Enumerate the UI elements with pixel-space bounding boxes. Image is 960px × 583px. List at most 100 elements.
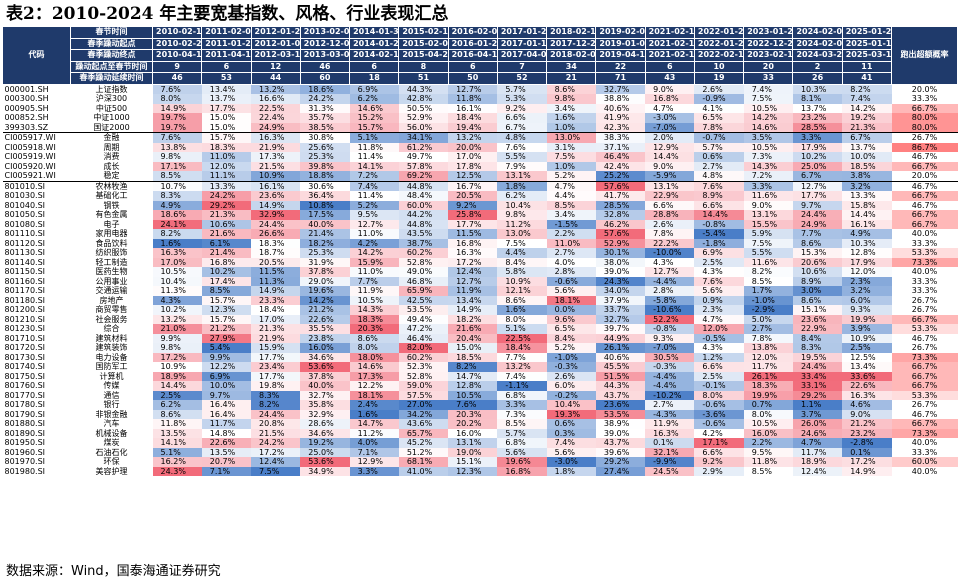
index-name: 商贸零售	[95, 305, 128, 314]
return-cell: 23.2%	[842, 428, 892, 438]
header-cell: 2012-01-20	[250, 26, 301, 39]
header-cell: 2011-04-18	[201, 49, 252, 62]
table-row: 801730.SI 电力设备 17.2% 9.9% 17.7% 34.6% 18.0% 60.…	[3, 352, 958, 362]
header-cell: 44	[250, 72, 301, 85]
header-cell: 7	[496, 60, 548, 73]
return-cell: 19.7%	[152, 122, 202, 133]
index-code: 801730.SI	[4, 352, 46, 362]
return-cell: 14.2%	[743, 113, 793, 123]
return-cell: 6.0%	[546, 381, 596, 391]
table-row: 801970.SI 环保 16.2% 20.7% 12.4% 53.6% 12.9% 68.1…	[3, 457, 958, 467]
excess-probability-cell: 40.0%	[891, 466, 958, 476]
return-cell: 2.2%	[546, 229, 596, 239]
return-cell: 6.6%	[694, 447, 744, 457]
return-cell: 15.0%	[201, 122, 252, 133]
return-cell: 7.8%	[645, 229, 695, 239]
return-cell: -0.7%	[694, 132, 744, 143]
return-cell: 12.9%	[645, 142, 695, 152]
return-cell: 50.5%	[398, 103, 449, 113]
return-cell: 31.9%	[300, 257, 350, 267]
header-cell: 8	[398, 60, 449, 73]
return-cell: 0.9%	[694, 295, 744, 305]
index-code: 801950.SI	[4, 438, 46, 447]
return-cell: 20.3%	[349, 324, 399, 334]
table-row: 801950.SI 煤炭 14.1% 22.6% 24.2% 19.2% 4.0% 45.2%…	[3, 438, 958, 448]
return-cell: 6.8%	[497, 438, 547, 448]
return-cell: 18.5%	[842, 161, 892, 171]
return-cell: 2.5%	[152, 390, 202, 400]
header-cell: 2011-02-02	[201, 26, 252, 39]
return-cell: 16.6%	[251, 94, 301, 104]
return-cell: 14.9%	[251, 286, 301, 296]
return-cell: 12.0%	[201, 161, 252, 171]
excess-probability-cell: 40.0%	[891, 229, 958, 239]
return-cell: 11.7%	[792, 447, 843, 457]
return-cell: 7.6%	[694, 276, 744, 286]
return-cell: 33.1%	[792, 381, 843, 391]
index-name: 机械设备	[95, 428, 128, 438]
excess-probability-cell: 73.3%	[891, 257, 958, 267]
table-row: 801230.SI 综合 21.0% 21.2% 21.3% 35.5% 20.3% 47.2…	[3, 324, 958, 334]
return-cell: 11.6%	[743, 191, 793, 201]
return-cell: 23.3%	[251, 295, 301, 305]
return-cell: 38.0%	[595, 257, 646, 267]
return-cell: 20.5%	[448, 191, 498, 201]
header-cell: 2019-01-03	[595, 37, 646, 50]
return-cell: 14.4%	[152, 381, 202, 391]
return-cell: 39.0%	[595, 428, 646, 438]
return-cell: 7.8%	[694, 122, 744, 133]
return-cell: 42.3%	[595, 122, 646, 133]
index-name: 交通运输	[95, 286, 128, 295]
return-cell: 21.2%	[201, 324, 252, 334]
return-cell: 69.2%	[398, 171, 449, 181]
return-cell: 8.2%	[152, 229, 202, 239]
return-cell: 7.1%	[349, 447, 399, 457]
index-code: 801200.SI	[4, 305, 46, 314]
header-cell: 26	[792, 72, 843, 85]
return-cell: 10.5%	[743, 419, 793, 429]
return-cell: 13.2%	[251, 84, 301, 94]
return-cell: 7.5%	[251, 466, 301, 476]
return-cell: 53.6%	[300, 362, 350, 372]
return-cell: 7.4%	[497, 371, 547, 381]
return-cell: 25.0%	[300, 447, 350, 457]
return-cell: 8.0%	[694, 390, 744, 400]
return-cell: -5.8%	[645, 295, 695, 305]
table-row: 000905.SH 中证500 14.9% 17.7% 22.5% 31.3% 14.6% 5…	[3, 103, 958, 113]
excess-probability-cell: 66.7%	[891, 371, 958, 381]
return-cell: 7.6%	[152, 132, 202, 143]
return-cell: 5.6%	[497, 447, 547, 457]
return-cell: 11.5%	[448, 229, 498, 239]
header-cell: 2014-01-20	[349, 37, 400, 50]
return-cell: 12.3%	[201, 305, 252, 315]
return-cell: 9.2%	[694, 457, 744, 467]
return-cell: 24.4%	[792, 210, 843, 220]
return-cell: 19.2%	[842, 113, 892, 123]
return-cell: 17.3%	[349, 371, 399, 381]
return-cell: -2.8%	[842, 438, 892, 448]
return-cell: 5.7%	[694, 142, 744, 152]
return-cell: 1.6%	[497, 305, 547, 315]
return-cell: 12.5%	[448, 171, 498, 181]
index-name: 非银金融	[95, 409, 128, 419]
index-name: 有色金属	[95, 210, 128, 219]
return-cell: 7.5%	[497, 238, 547, 248]
return-cell: 23.6%	[792, 314, 843, 324]
index-code: 801140.SI	[4, 257, 46, 267]
table-row: 801140.SI 轻工制造 17.0% 16.8% 20.5% 31.9% 15.9% 52…	[3, 257, 958, 267]
index-code: 801160.SI	[4, 276, 46, 286]
return-cell: 17.9%	[792, 142, 843, 152]
return-cell: 5.1%	[497, 324, 547, 334]
return-cell: 20.2%	[448, 419, 498, 429]
return-cell: 14.6%	[743, 122, 793, 133]
return-cell: 17.7%	[201, 103, 252, 113]
header-row-label: 春季躁动延续时间	[70, 72, 153, 85]
return-cell: 65.9%	[398, 286, 449, 296]
return-cell: 49.7%	[398, 152, 449, 162]
header-cell: 2016-02-05	[447, 26, 498, 39]
return-cell: 44.3%	[398, 84, 449, 94]
return-cell: -4.4%	[645, 371, 695, 381]
return-cell: 2.5%	[694, 371, 744, 381]
return-cell: 7.5%	[743, 94, 793, 104]
excess-probability-cell: 46.7%	[891, 333, 958, 343]
